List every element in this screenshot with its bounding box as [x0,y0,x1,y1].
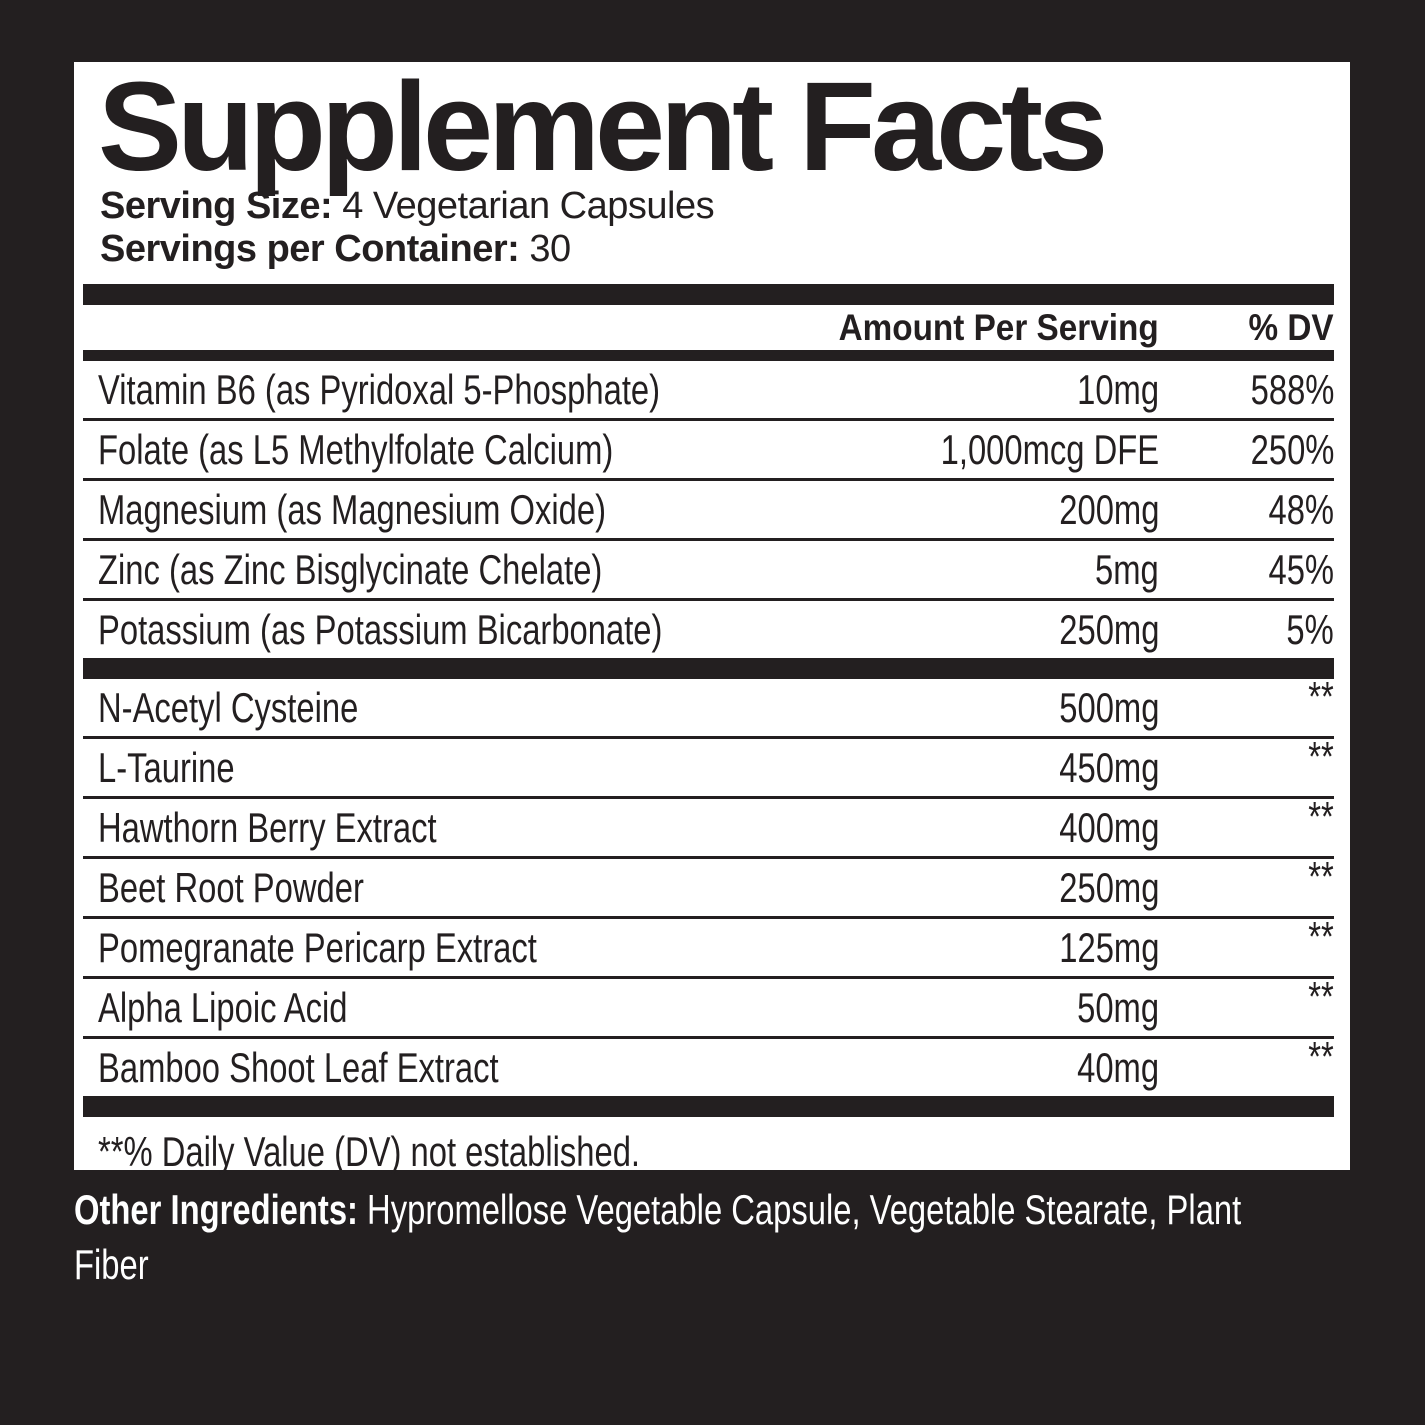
botanicals-section: N-Acetyl Cysteine 500mg ** L-Taurine 450… [83,673,1334,1096]
ingredient-name: Potassium (as Potassium Bicarbonate) [98,605,663,653]
ingredient-name: Vitamin B6 (as Pyridoxal 5-Phosphate) [98,365,661,413]
table-row: Beet Root Powder 250mg ** [83,853,1334,920]
ingredient-dv: 588% [1250,365,1334,413]
ingredient-amount: 10mg [1077,365,1159,413]
ingredient-name: Magnesium (as Magnesium Oxide) [98,485,606,533]
ingredient-dv: 45% [1268,545,1334,593]
table-row: Pomegranate Pericarp Extract 125mg ** [83,913,1334,980]
ingredient-name: Alpha Lipoic Acid [98,983,348,1031]
page-title: Supplement Facts [98,56,1108,197]
ingredient-amount: 5mg [1095,545,1159,593]
table-row: Bamboo Shoot Leaf Extract 40mg ** [83,1033,1334,1096]
ingredient-amount: 400mg [1058,803,1159,851]
ingredient-dv-asterisks: ** [1308,732,1334,780]
table-row: Folate (as L5 Methylfolate Calcium) 1,00… [83,421,1334,482]
servings-per-container-value: 30 [519,228,571,271]
ingredient-dv-asterisks: ** [1308,972,1334,1020]
table-row: Vitamin B6 (as Pyridoxal 5-Phosphate) 10… [83,361,1334,422]
supplement-facts-panel: Supplement Facts Serving Size: 4 Vegetar… [74,56,1350,1175]
dv-footnote-text: **% Daily Value (DV) not established. [98,1128,641,1176]
table-row: Zinc (as Zinc Bisglycinate Chelate) 5mg … [83,541,1334,602]
servings-per-container-line: Servings per Container: 30 [74,228,1350,271]
top-divider-bar [83,284,1334,306]
ingredient-dv-asterisks: ** [1308,792,1334,840]
bottom-divider-bar [83,1096,1334,1118]
serving-size-label: Serving Size: [100,185,333,228]
ingredient-dv-asterisks: ** [1308,852,1334,900]
servings-per-container-label: Servings per Container: [100,228,520,271]
header-dv-cell: % DV [1159,307,1334,349]
ingredient-amount: 250mg [1058,863,1159,911]
ingredient-name: Bamboo Shoot Leaf Extract [98,1043,499,1091]
ingredient-dv-asterisks: ** [1308,1032,1334,1080]
ingredient-dv: 5% [1286,605,1334,653]
ingredient-amount: 500mg [1058,683,1159,731]
ingredient-amount: 40mg [1077,1043,1159,1091]
table-row: L-Taurine 450mg ** [83,733,1334,800]
ingredient-name: Pomegranate Pericarp Extract [98,923,537,971]
ingredient-amount: 200mg [1058,485,1159,533]
other-ingredients-label: Other Ingredients: [74,1186,358,1233]
ingredient-name: Beet Root Powder [98,863,364,911]
ingredient-name: N-Acetyl Cysteine [98,683,359,731]
table-row: Alpha Lipoic Acid 50mg ** [83,973,1334,1040]
serving-size-line: Serving Size: 4 Vegetarian Capsules [74,185,1350,228]
ingredient-amount: 450mg [1058,743,1159,791]
ingredient-name: Zinc (as Zinc Bisglycinate Chelate) [98,545,603,593]
dv-footnote: **% Daily Value (DV) not established. [83,1117,1334,1176]
table-row: N-Acetyl Cysteine 500mg ** [83,673,1334,740]
ingredient-name: L-Taurine [98,743,235,791]
facts-table: Amount Per Serving % DV Vitamin B6 (as P… [83,284,1334,1176]
ingredient-name: Folate (as L5 Methylfolate Calcium) [98,425,614,473]
other-ingredients: Other Ingredients: Hypromellose Vegetabl… [74,1182,1306,1292]
table-row: Potassium (as Potassium Bicarbonate) 250… [83,601,1334,658]
ingredient-amount: 250mg [1058,605,1159,653]
ingredient-name: Hawthorn Berry Extract [98,803,437,851]
vitamins-minerals-section: Vitamin B6 (as Pyridoxal 5-Phosphate) 10… [83,361,1334,658]
header-divider-bar [83,350,1334,362]
table-header-row: Amount Per Serving % DV [83,305,1334,350]
ingredient-dv: 250% [1250,425,1334,473]
table-row: Hawthorn Berry Extract 400mg ** [83,793,1334,860]
ingredient-dv-asterisks: ** [1308,912,1334,960]
ingredient-amount: 1,000mcg DFE [940,425,1159,473]
percent-dv-header: % DV [1248,306,1334,348]
header-amount-cell: Amount Per Serving [803,307,1159,349]
ingredient-amount: 50mg [1077,983,1159,1031]
ingredient-dv-asterisks: ** [1308,672,1334,720]
section-divider-bar [83,658,1334,680]
other-ingredients-value: Hypromellose Vegetable Capsule, Vegetabl… [74,1186,1242,1289]
serving-size-value: 4 Vegetarian Capsules [332,185,715,228]
table-row: Magnesium (as Magnesium Oxide) 200mg 48% [83,481,1334,542]
ingredient-amount: 125mg [1058,923,1159,971]
amount-per-serving-header: Amount Per Serving [838,306,1159,348]
ingredient-dv: 48% [1268,485,1334,533]
